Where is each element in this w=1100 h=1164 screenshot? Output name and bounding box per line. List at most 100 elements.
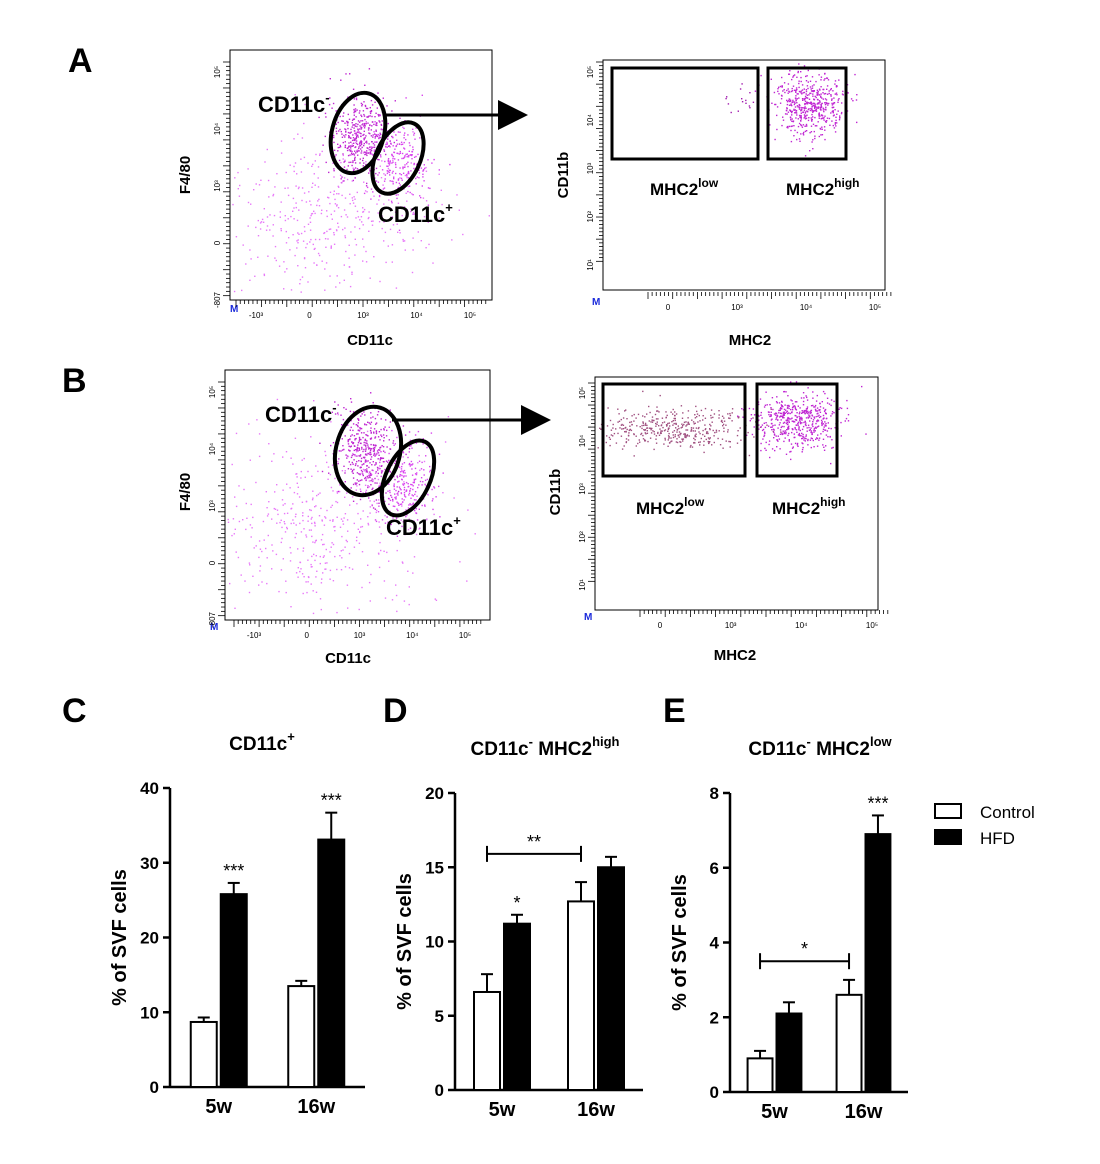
scatter-dot xyxy=(426,478,429,481)
scatter-dot xyxy=(427,187,430,189)
scatter-dot xyxy=(359,219,361,221)
scatter-dot xyxy=(779,429,782,431)
scatter-dot xyxy=(690,430,693,432)
y-tick-label: 10³ xyxy=(586,162,595,174)
scatter-dot xyxy=(403,491,406,494)
scatter-dot xyxy=(824,72,826,75)
scatter-dot xyxy=(397,179,400,181)
scatter-dot xyxy=(342,418,345,421)
scatter-dot xyxy=(673,430,676,432)
scatter-dot xyxy=(606,425,609,427)
scatter-dot xyxy=(374,437,376,439)
scatter-dot xyxy=(329,275,331,277)
scatter-dot xyxy=(816,125,818,127)
scatter-dot xyxy=(368,168,371,170)
scatter-dot xyxy=(264,161,266,163)
scatter-dot xyxy=(627,439,630,441)
scatter-dot xyxy=(350,435,352,437)
scatter-dot xyxy=(665,416,667,419)
scatter-dot xyxy=(827,79,830,81)
scatter-dot xyxy=(378,526,381,528)
scatter-dot xyxy=(351,122,353,124)
scatter-dot xyxy=(378,521,380,523)
scatter-dot xyxy=(372,220,374,222)
scatter-dot xyxy=(821,115,824,117)
scatter-dot xyxy=(365,448,367,451)
scatter-dot xyxy=(817,434,819,436)
scatter-dot xyxy=(360,466,362,469)
scatter-dot xyxy=(311,475,313,477)
scatter-dot xyxy=(399,473,401,476)
scatter-dot xyxy=(647,440,649,443)
scatter-dot xyxy=(326,461,328,464)
scatter-dot xyxy=(286,268,288,270)
scatter-dot xyxy=(356,460,358,463)
scatter-dot xyxy=(341,194,343,197)
scatter-dot xyxy=(823,79,825,81)
scatter-dot xyxy=(280,201,282,203)
scatter-dot xyxy=(438,173,440,175)
scatter-dot xyxy=(349,429,351,431)
scatter-dot xyxy=(323,555,325,557)
scatter-dot xyxy=(818,437,821,439)
scatter-dot xyxy=(350,152,353,154)
scatter-dot xyxy=(645,433,647,435)
scatter-dot xyxy=(697,427,700,430)
scatter-dot xyxy=(234,177,236,179)
scatter-dot xyxy=(377,449,380,451)
scatter-dot xyxy=(694,422,696,424)
scatter-dot xyxy=(649,437,652,439)
scatter-dot xyxy=(370,392,372,394)
scatter-dot xyxy=(363,127,366,129)
scatter-dot xyxy=(363,122,366,125)
scatter-dot xyxy=(737,430,739,432)
scatter-dot xyxy=(822,107,824,109)
scatter-dot xyxy=(785,432,787,435)
scatter-dot xyxy=(422,170,424,172)
scatter-dot xyxy=(392,440,395,442)
x-tick-label: 10³ xyxy=(357,311,369,320)
scatter-dot xyxy=(683,423,685,426)
scatter-dot xyxy=(749,420,751,422)
scatter-dot xyxy=(366,116,368,118)
x-tick-label: -10³ xyxy=(247,631,262,640)
scatter-dot xyxy=(777,440,779,442)
scatter-dot xyxy=(786,421,789,423)
scatter-dot xyxy=(838,98,840,100)
scatter-dot xyxy=(821,401,823,403)
scatter-dot xyxy=(787,406,789,408)
scatter-dot xyxy=(394,162,397,164)
scatter-dot xyxy=(631,424,633,426)
scatter-dot xyxy=(769,404,771,406)
significance-label: *** xyxy=(321,791,342,811)
scatter-dot xyxy=(333,176,335,178)
scatter-dot xyxy=(808,108,810,110)
scatter-dot xyxy=(686,424,688,426)
scatter-dot xyxy=(713,435,715,437)
scatter-dot xyxy=(406,200,408,202)
scatter-dot xyxy=(392,500,394,502)
scatter-dot xyxy=(348,445,350,447)
scatter-dot xyxy=(826,397,829,399)
scatter-dot xyxy=(783,421,786,424)
scatter-dot xyxy=(335,500,337,503)
scatter-dot xyxy=(816,98,819,101)
scatter-dot xyxy=(800,114,802,117)
scatter-dot xyxy=(620,424,623,426)
scatter-dot xyxy=(377,212,379,214)
scatter-dot xyxy=(410,210,412,213)
scatter-dot xyxy=(419,480,422,483)
scatter-dot xyxy=(351,461,353,464)
scatter-dot xyxy=(740,439,742,441)
scatter-dot xyxy=(815,415,817,418)
scatter-dot xyxy=(373,500,375,503)
scatter-dot xyxy=(365,250,367,253)
scatter-dot xyxy=(764,447,766,450)
scatter-dot xyxy=(274,491,276,493)
scatter-dot xyxy=(429,471,431,473)
scatter-dot xyxy=(644,424,647,426)
scatter-dot xyxy=(836,113,838,115)
scatter-dot xyxy=(790,418,792,420)
scatter-dot xyxy=(805,107,807,109)
scatter-dot xyxy=(674,435,676,438)
